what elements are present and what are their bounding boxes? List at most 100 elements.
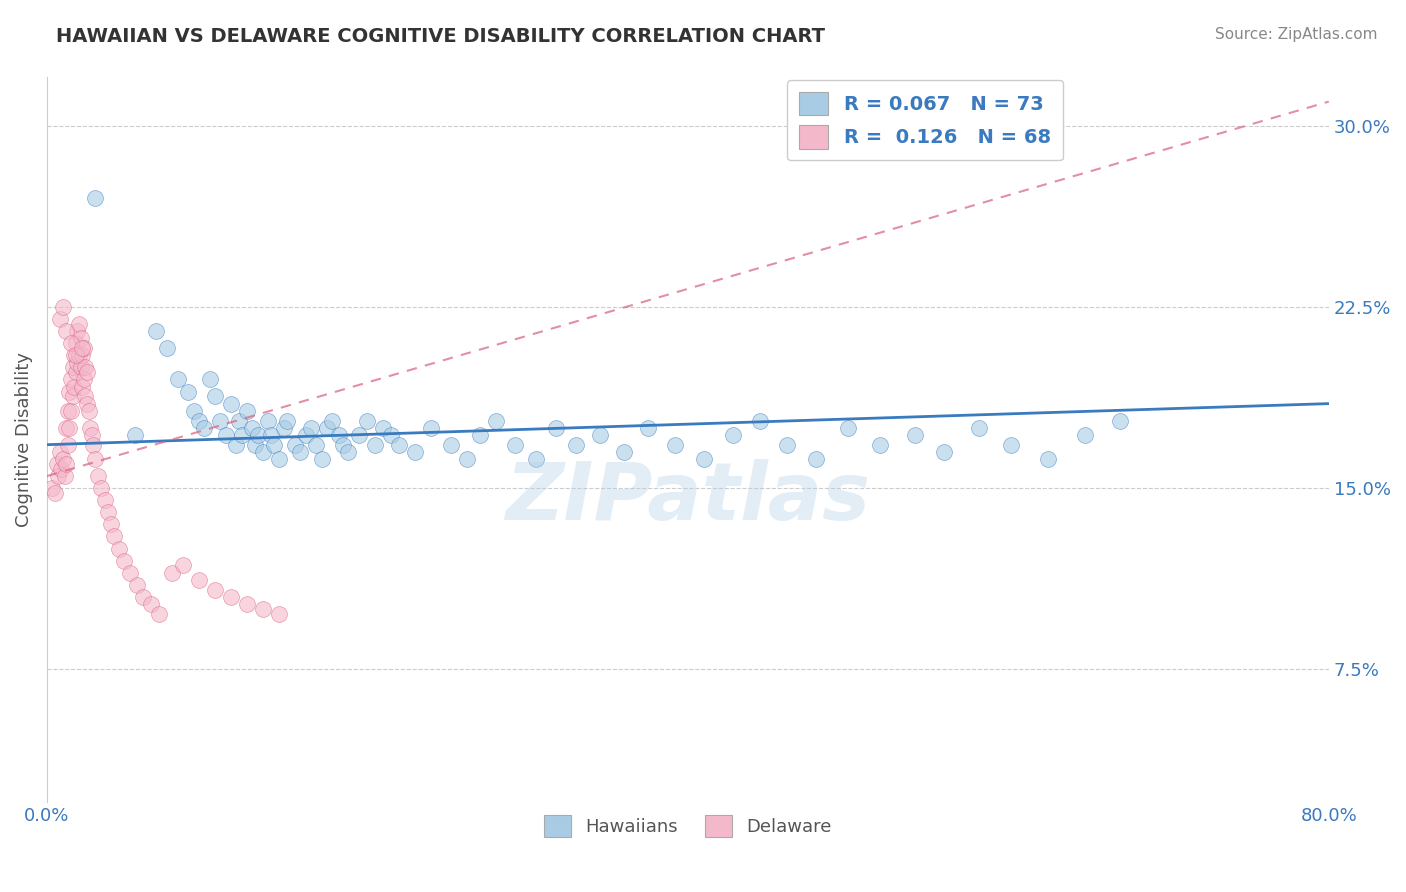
Point <box>65 365 87 379</box>
Point <box>145 324 167 338</box>
Point <box>215 428 238 442</box>
Point <box>934 445 956 459</box>
Point <box>52 300 75 314</box>
Text: Source: ZipAtlas.com: Source: ZipAtlas.com <box>1215 27 1378 42</box>
Point <box>52 452 75 467</box>
Point <box>48 312 70 326</box>
Point <box>204 582 226 597</box>
Point <box>172 558 194 573</box>
Point <box>44 486 66 500</box>
Point <box>75 360 97 375</box>
Point <box>208 413 231 427</box>
Point <box>869 438 891 452</box>
Point <box>55 324 77 338</box>
Point <box>225 438 247 452</box>
Point <box>200 372 222 386</box>
Point <box>183 404 205 418</box>
Point <box>63 348 86 362</box>
Point <box>380 428 402 442</box>
Point <box>70 341 93 355</box>
Point <box>112 554 135 568</box>
Point <box>904 428 927 442</box>
Y-axis label: Cognitive Disability: Cognitive Disability <box>15 352 32 527</box>
Point <box>67 317 90 331</box>
Point <box>440 438 463 452</box>
Point <box>66 355 89 369</box>
Point <box>70 348 93 362</box>
Point <box>748 413 770 427</box>
Text: HAWAIIAN VS DELAWARE COGNITIVE DISABILITY CORRELATION CHART: HAWAIIAN VS DELAWARE COGNITIVE DISABILIT… <box>56 27 825 45</box>
Point <box>236 597 259 611</box>
Point <box>62 360 84 375</box>
Point <box>546 421 568 435</box>
Point <box>273 421 295 435</box>
Point <box>589 428 612 442</box>
Point <box>969 421 991 435</box>
Legend: Hawaiians, Delaware: Hawaiians, Delaware <box>537 807 839 844</box>
Point <box>69 331 91 345</box>
Point <box>257 413 280 427</box>
Point <box>124 428 146 442</box>
Point <box>1074 428 1097 442</box>
Text: ZIPatlas: ZIPatlas <box>505 458 870 537</box>
Point <box>62 389 84 403</box>
Point <box>316 421 339 435</box>
Point <box>276 413 298 427</box>
Point <box>721 428 744 442</box>
Point <box>55 457 77 471</box>
Point <box>219 590 242 604</box>
Point <box>167 372 190 386</box>
Point <box>269 607 291 621</box>
Point <box>90 481 112 495</box>
Point <box>305 438 328 452</box>
Point <box>66 324 89 338</box>
Point <box>67 348 90 362</box>
Point <box>349 428 371 442</box>
Point <box>295 428 318 442</box>
Point <box>73 341 96 355</box>
Point <box>177 384 200 399</box>
Point <box>288 445 311 459</box>
Point <box>188 413 211 427</box>
Point <box>51 462 73 476</box>
Point <box>139 597 162 611</box>
Point <box>776 438 799 452</box>
Point <box>73 372 96 386</box>
Point <box>332 438 354 452</box>
Point <box>120 566 142 580</box>
Point <box>804 452 827 467</box>
Point <box>503 438 526 452</box>
Point <box>252 445 274 459</box>
Point <box>59 372 82 386</box>
Point <box>204 389 226 403</box>
Point <box>356 413 378 427</box>
Point <box>70 380 93 394</box>
Point <box>837 421 859 435</box>
Point <box>484 413 506 427</box>
Point <box>240 421 263 435</box>
Point <box>132 590 155 604</box>
Point <box>236 404 259 418</box>
Point <box>311 452 333 467</box>
Point <box>97 505 120 519</box>
Point <box>82 438 104 452</box>
Point <box>55 421 77 435</box>
Point <box>404 445 426 459</box>
Point <box>59 336 82 351</box>
Point <box>364 438 387 452</box>
Point <box>76 365 98 379</box>
Point <box>388 438 411 452</box>
Point <box>1038 452 1060 467</box>
Point <box>41 481 63 495</box>
Point <box>84 452 107 467</box>
Point <box>260 428 283 442</box>
Point <box>284 438 307 452</box>
Point <box>1109 413 1132 427</box>
Point <box>58 384 80 399</box>
Point <box>613 445 636 459</box>
Point <box>328 428 350 442</box>
Point <box>299 421 322 435</box>
Point <box>53 469 76 483</box>
Point <box>188 573 211 587</box>
Point <box>321 413 343 427</box>
